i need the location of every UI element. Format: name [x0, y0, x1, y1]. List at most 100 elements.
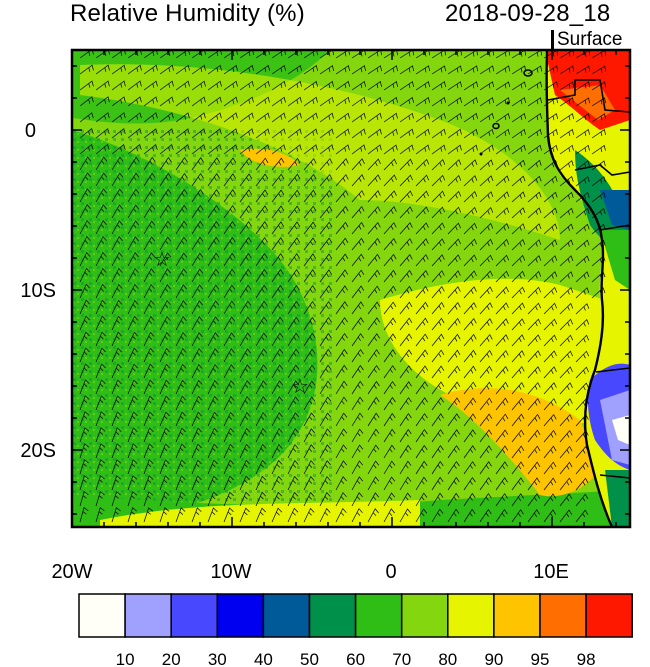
- wind-barb: [559, 160, 574, 171]
- wind-barb: [383, 81, 398, 91]
- wind-barb: [431, 112, 446, 123]
- wind-barb: [447, 286, 461, 299]
- wind-barb: [559, 113, 574, 123]
- station-marker-1: ☆: [153, 247, 171, 271]
- wind-barb: [495, 413, 509, 427]
- field-patch-95: [240, 148, 300, 167]
- wind-barb: [95, 379, 106, 395]
- wind-barb: [415, 381, 428, 395]
- wind-barb: [351, 412, 364, 427]
- wind-barb: [303, 316, 316, 331]
- wind-barb: [575, 445, 589, 459]
- wind-barb: [399, 144, 414, 155]
- wind-barb: [191, 348, 203, 363]
- wind-barb: [463, 508, 476, 523]
- wind-barb: [591, 239, 606, 251]
- wind-barb: [111, 143, 126, 155]
- wind-barb: [447, 460, 460, 475]
- wind-barb: [191, 395, 203, 411]
- valid-time-label: 2018-09-28_18: [445, 0, 611, 27]
- wind-barb: [335, 364, 348, 379]
- wind-barb: [175, 507, 186, 523]
- wind-barb: [239, 236, 252, 251]
- wind-barb: [591, 271, 606, 283]
- wind-barb: [479, 508, 492, 523]
- wind-barb: [383, 508, 395, 523]
- wind-barb: [351, 364, 364, 379]
- wind-barb: [287, 173, 301, 187]
- wind-barb: [351, 50, 366, 59]
- wind-barb: [303, 157, 317, 171]
- wind-barb: [479, 381, 493, 395]
- wind-barb: [303, 112, 318, 123]
- wind-barb: [335, 174, 349, 187]
- wind-barb: [287, 144, 302, 155]
- wind-barb: [591, 160, 606, 171]
- wind-barb: [287, 157, 301, 171]
- wind-barb: [447, 254, 461, 267]
- wind-barb: [431, 254, 445, 267]
- wind-barb: [335, 65, 350, 75]
- wind-barb: [239, 50, 254, 59]
- colorbar-swatch-2: [170, 593, 219, 638]
- wind-barb: [479, 222, 494, 235]
- wind-barb: [127, 268, 139, 283]
- wind-barb: [319, 237, 333, 251]
- wind-barb: [175, 300, 187, 315]
- wind-barb: [271, 348, 284, 363]
- wind-barb: [143, 144, 158, 155]
- wind-barb: [223, 128, 238, 139]
- wind-barb: [95, 395, 106, 411]
- wind-barb: [287, 316, 300, 331]
- wind-barb: [495, 461, 508, 475]
- wind-barb: [447, 112, 462, 123]
- wind-barb: [319, 65, 334, 75]
- wind-barb: [159, 284, 171, 299]
- wind-barb: [271, 173, 285, 187]
- wind-barb: [239, 284, 252, 299]
- wind-barb: [351, 237, 365, 251]
- wind-barb: [511, 144, 526, 155]
- wind-barb: [351, 285, 365, 299]
- wind-barb: [223, 112, 238, 123]
- wind-barb: [335, 444, 348, 459]
- wind-barb: [79, 427, 90, 443]
- wind-barb: [495, 65, 511, 75]
- wind-barb: [559, 509, 573, 523]
- wind-barb: [447, 222, 461, 235]
- colorbar-swatch-9: [493, 593, 541, 638]
- wind-barb: [127, 331, 139, 347]
- wind-barb: [591, 65, 607, 75]
- wind-barb: [399, 397, 412, 411]
- field-region-95: [440, 388, 600, 497]
- wind-barb: [415, 206, 429, 219]
- colorbar-label-98: 98: [577, 650, 596, 667]
- wind-barb: [287, 491, 299, 507]
- wind-barb: [431, 460, 444, 475]
- wind-barb: [95, 188, 108, 203]
- wind-barb: [143, 96, 158, 107]
- wind-barb: [207, 284, 220, 299]
- wind-barb: [159, 427, 170, 443]
- wind-barb: [431, 174, 446, 187]
- wind-barb: [527, 350, 541, 363]
- wind-barb: [335, 237, 349, 251]
- wind-barb: [175, 96, 190, 107]
- wind-barb: [511, 350, 525, 363]
- wind-barb: [415, 254, 429, 267]
- wind-barb: [79, 379, 90, 395]
- wind-barb: [79, 315, 91, 331]
- wind-barb: [431, 492, 444, 507]
- wind-barb: [543, 318, 558, 331]
- wind-barb: [511, 238, 526, 251]
- wind-barb: [207, 96, 222, 107]
- wind-barb: [527, 413, 541, 427]
- wind-barb: [335, 428, 348, 443]
- wind-barb: [399, 112, 414, 123]
- wind-barb: [239, 221, 252, 235]
- wind-barb: [559, 414, 573, 427]
- wind-barb: [527, 175, 542, 187]
- wind-barb: [303, 444, 315, 459]
- wind-barb: [383, 144, 398, 155]
- wind-barb: [479, 413, 493, 427]
